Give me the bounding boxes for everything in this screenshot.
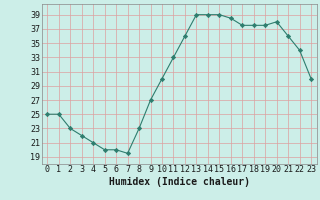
X-axis label: Humidex (Indice chaleur): Humidex (Indice chaleur)	[109, 177, 250, 187]
